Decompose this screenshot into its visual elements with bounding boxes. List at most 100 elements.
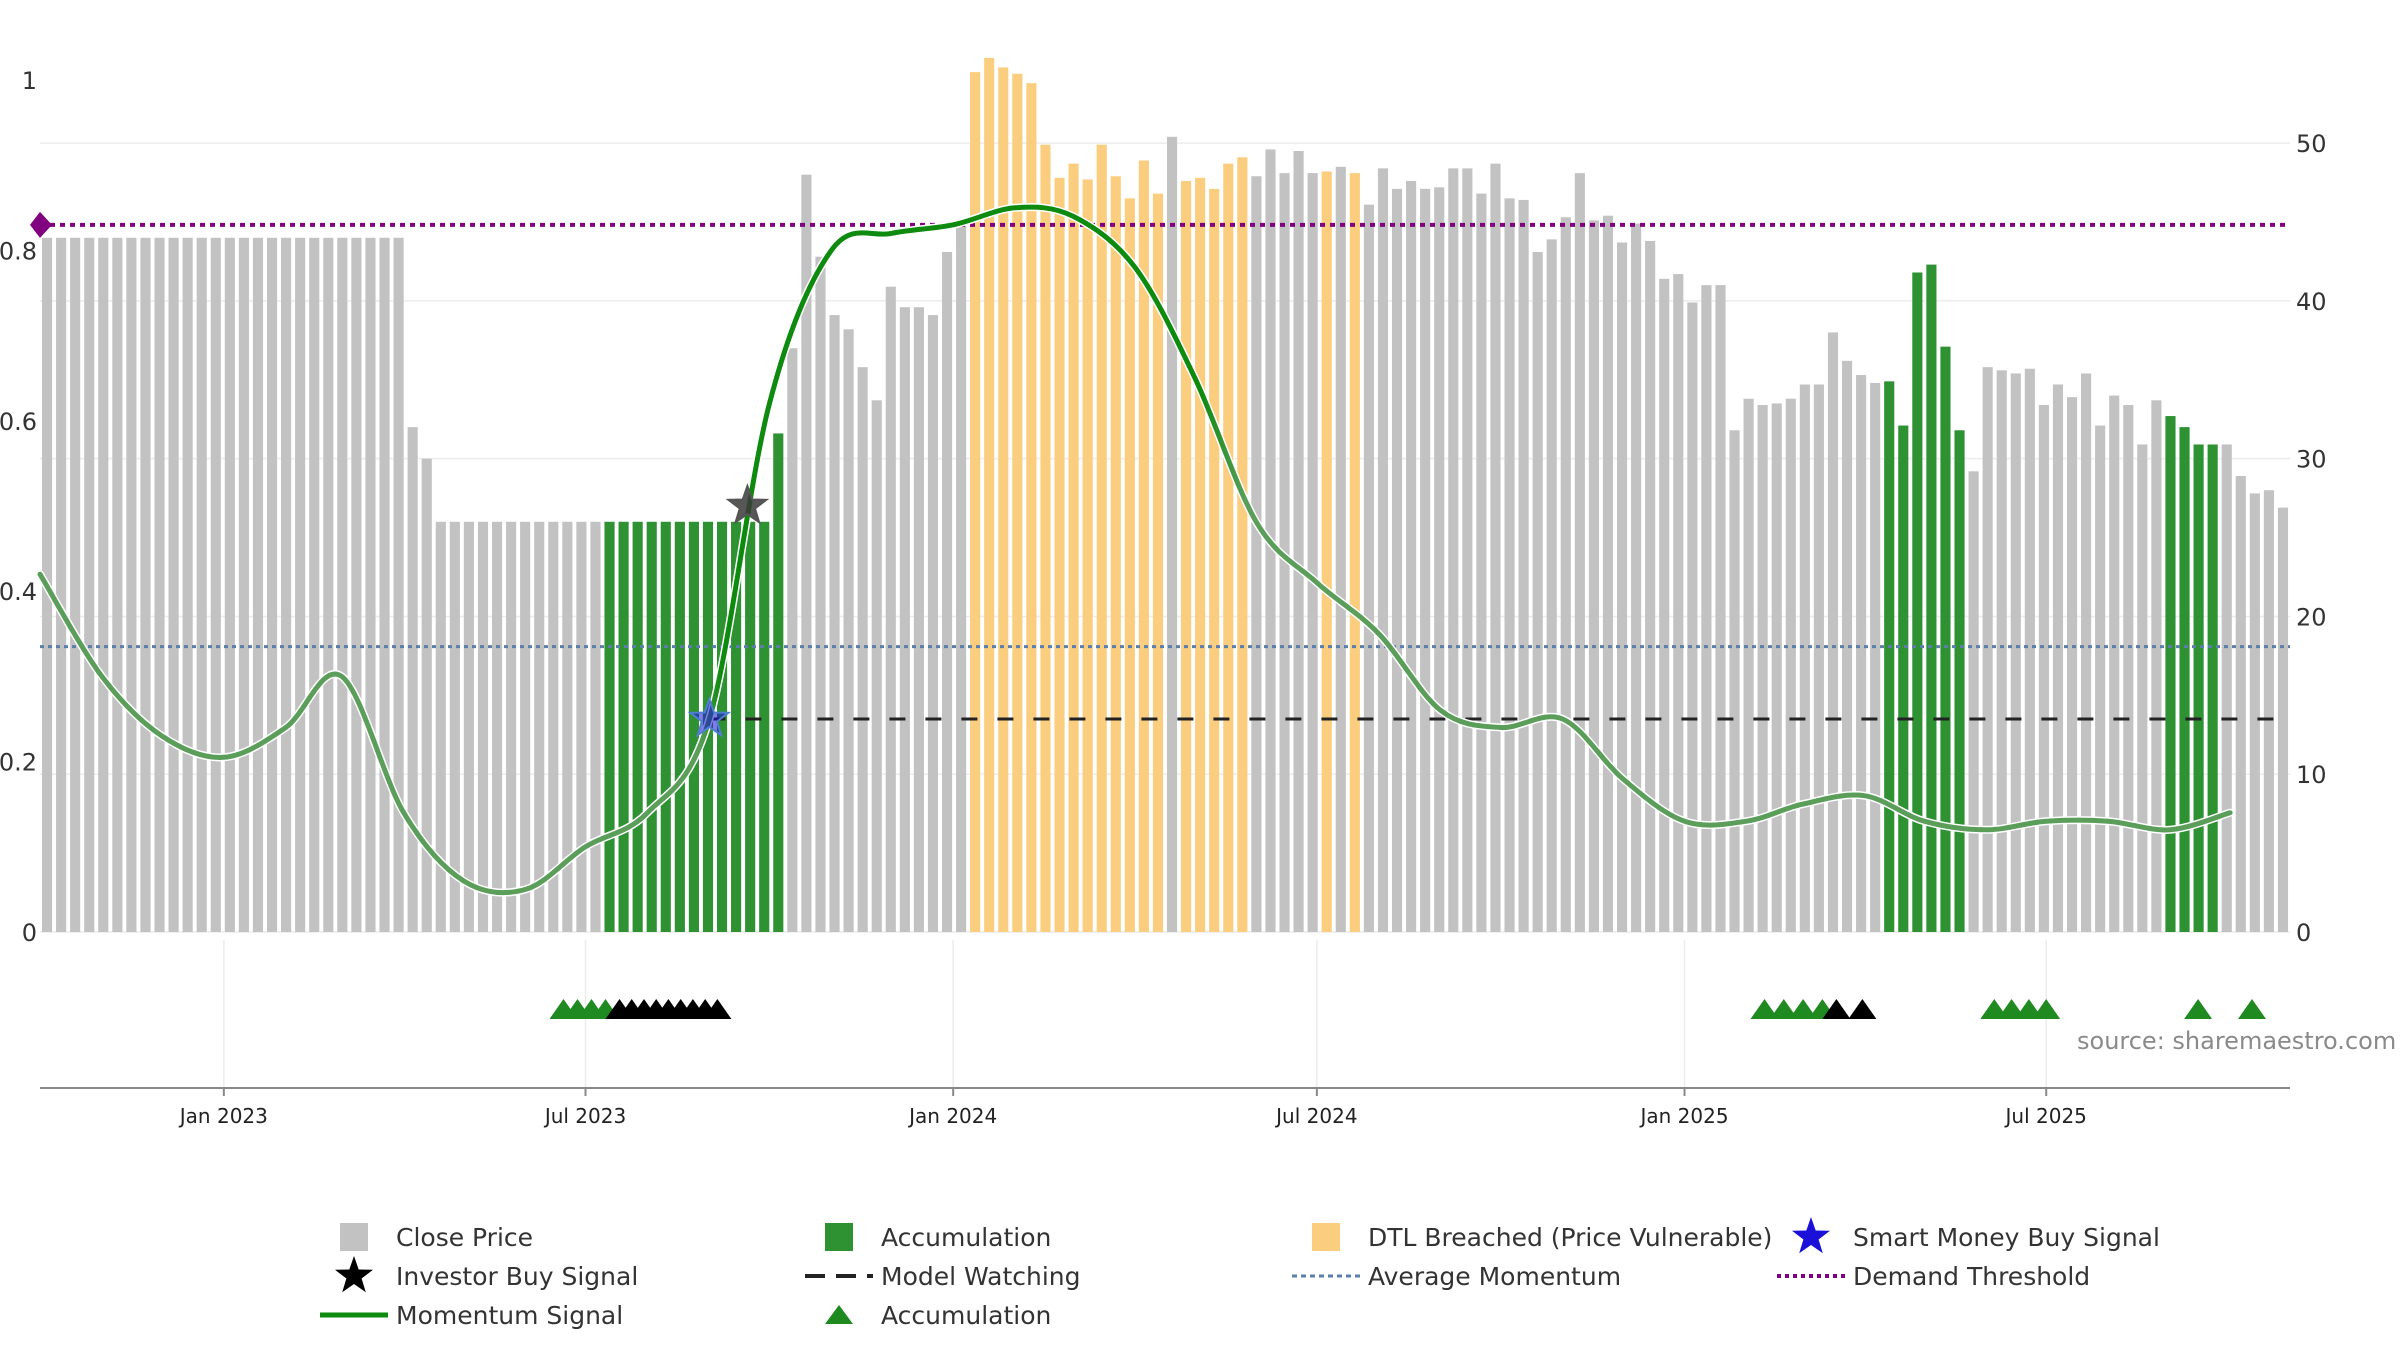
price-bar-gray (899, 307, 910, 932)
price-bar-gray (913, 307, 924, 932)
price-bar-gray (1743, 398, 1754, 933)
price-bar-gray (1560, 217, 1571, 932)
price-bar-gray (1518, 199, 1529, 932)
price-bar-gray (520, 521, 531, 932)
price-bar-gray (1827, 332, 1839, 932)
legend-item[interactable]: DTL Breached (Price Vulnerable) (1312, 1223, 1772, 1252)
price-bar-orange (1040, 144, 1051, 932)
legend-symbol-green-triangle (825, 1305, 853, 1324)
price-bar-orange (1068, 163, 1079, 932)
price-bar-gray (1729, 430, 1740, 932)
price-bar-gray (98, 237, 109, 932)
grid-layer (40, 142, 2290, 1088)
momentum-signal-line (37, 204, 2233, 896)
price-bar-gray (1434, 187, 1445, 933)
price-bar-green (674, 521, 685, 932)
price-bar-gray (956, 222, 967, 932)
accumulation-triangle-black (703, 999, 732, 1019)
legend-item[interactable]: Accumulation (825, 1223, 1051, 1252)
legend-item[interactable]: Smart Money Buy Signal (1792, 1217, 2160, 1254)
right-axis-tick-label: 50 (2296, 130, 2327, 158)
left-axis-tick-label: 0 (22, 919, 37, 947)
x-tick-label: Jul 2024 (1274, 1104, 1357, 1128)
right-axis-tick-label: 40 (2296, 288, 2327, 316)
legend-item[interactable]: Accumulation (825, 1301, 1051, 1330)
legend-label: Momentum Signal (396, 1301, 623, 1330)
price-bar-orange (1012, 73, 1023, 932)
legend-item[interactable]: Model Watching (805, 1262, 1081, 1291)
legend-item[interactable]: Investor Buy Signal (335, 1256, 638, 1293)
price-bar-gray (1335, 166, 1346, 932)
price-bar-gray (815, 256, 826, 933)
price-bar-gray (463, 521, 474, 932)
price-bar-gray (1574, 173, 1585, 933)
accumulation-triangle-green (2184, 999, 2213, 1019)
price-bar-green (745, 521, 756, 932)
price-bar-gray (365, 237, 376, 932)
legend-item[interactable]: Average Momentum (1292, 1262, 1621, 1291)
legend-label: Accumulation (881, 1301, 1051, 1330)
accumulation-triangle-black (1848, 999, 1877, 1019)
price-bar-gray (323, 237, 334, 932)
price-bar-gray (126, 237, 137, 932)
price-bar-orange (1054, 177, 1065, 932)
price-bar-gray (1391, 188, 1403, 932)
price-bar-green (1912, 272, 1923, 932)
price-bar-gray (1251, 176, 1262, 933)
price-bar-gray (140, 237, 151, 932)
price-bar-gray (1673, 274, 1684, 932)
price-bar-gray (2249, 493, 2260, 932)
legend-label: DTL Breached (Price Vulnerable) (1368, 1223, 1772, 1252)
price-bar-orange (1237, 157, 1248, 932)
legend-item[interactable]: Momentum Signal (320, 1301, 623, 1330)
x-tick-label: Jan 2024 (907, 1104, 997, 1128)
legend-label: Accumulation (881, 1223, 1051, 1252)
price-bar-green (1954, 430, 1965, 932)
price-bar-orange (1082, 179, 1093, 932)
price-bar-orange (984, 57, 995, 933)
price-bar-gray (1490, 163, 1501, 932)
price-bar-green (2207, 444, 2218, 932)
price-bar-gray (562, 521, 573, 932)
legend-symbol-green-square (825, 1223, 853, 1251)
price-bar-gray (238, 237, 249, 932)
price-bar-gray (2109, 395, 2120, 932)
price-bar-gray (196, 237, 207, 932)
x-tick-label: Jul 2025 (2004, 1104, 2087, 1128)
price-bar-gray (1166, 136, 1178, 933)
price-bar-gray (941, 251, 953, 933)
legend-item[interactable]: Demand Threshold (1777, 1262, 2090, 1291)
triangles-layer (549, 999, 2266, 1019)
price-bar-gray (266, 237, 278, 932)
price-bar-green (716, 521, 728, 932)
price-bar-orange (1349, 173, 1360, 933)
price-bar-gray (1856, 375, 1867, 932)
legend-item[interactable]: Close Price (340, 1223, 533, 1252)
left-axis-tick-label: 0.2 (0, 749, 37, 777)
price-bar-gray (309, 237, 320, 932)
price-bar-gray (1377, 168, 1389, 933)
price-bar-gray (2052, 384, 2064, 932)
accumulation-triangle-green (2032, 999, 2061, 1019)
price-bar-gray (1968, 471, 1979, 932)
price-bar-gray (393, 237, 404, 932)
price-bar-gray (435, 521, 446, 932)
price-bar-green (2193, 444, 2204, 932)
price-bar-gray (2137, 444, 2148, 932)
price-bar-gray (2277, 507, 2289, 932)
price-bar-gray (1870, 382, 1881, 932)
price-bar-orange (1223, 163, 1234, 932)
price-bar-gray (295, 237, 306, 932)
price-bar-gray (168, 237, 179, 932)
left-axis-tick-label: 0.4 (0, 578, 37, 606)
price-bar-gray (1504, 198, 1515, 932)
price-bar-green (731, 521, 742, 932)
price-bar-gray (787, 348, 798, 933)
price-bar-gray (2010, 373, 2021, 933)
markers-layer (687, 482, 770, 738)
price-bar-gray (871, 400, 882, 932)
price-bar-gray (1659, 278, 1670, 932)
price-bar-gray (56, 237, 67, 932)
price-bar-gray (154, 237, 165, 932)
price-bar-gray (927, 315, 939, 933)
